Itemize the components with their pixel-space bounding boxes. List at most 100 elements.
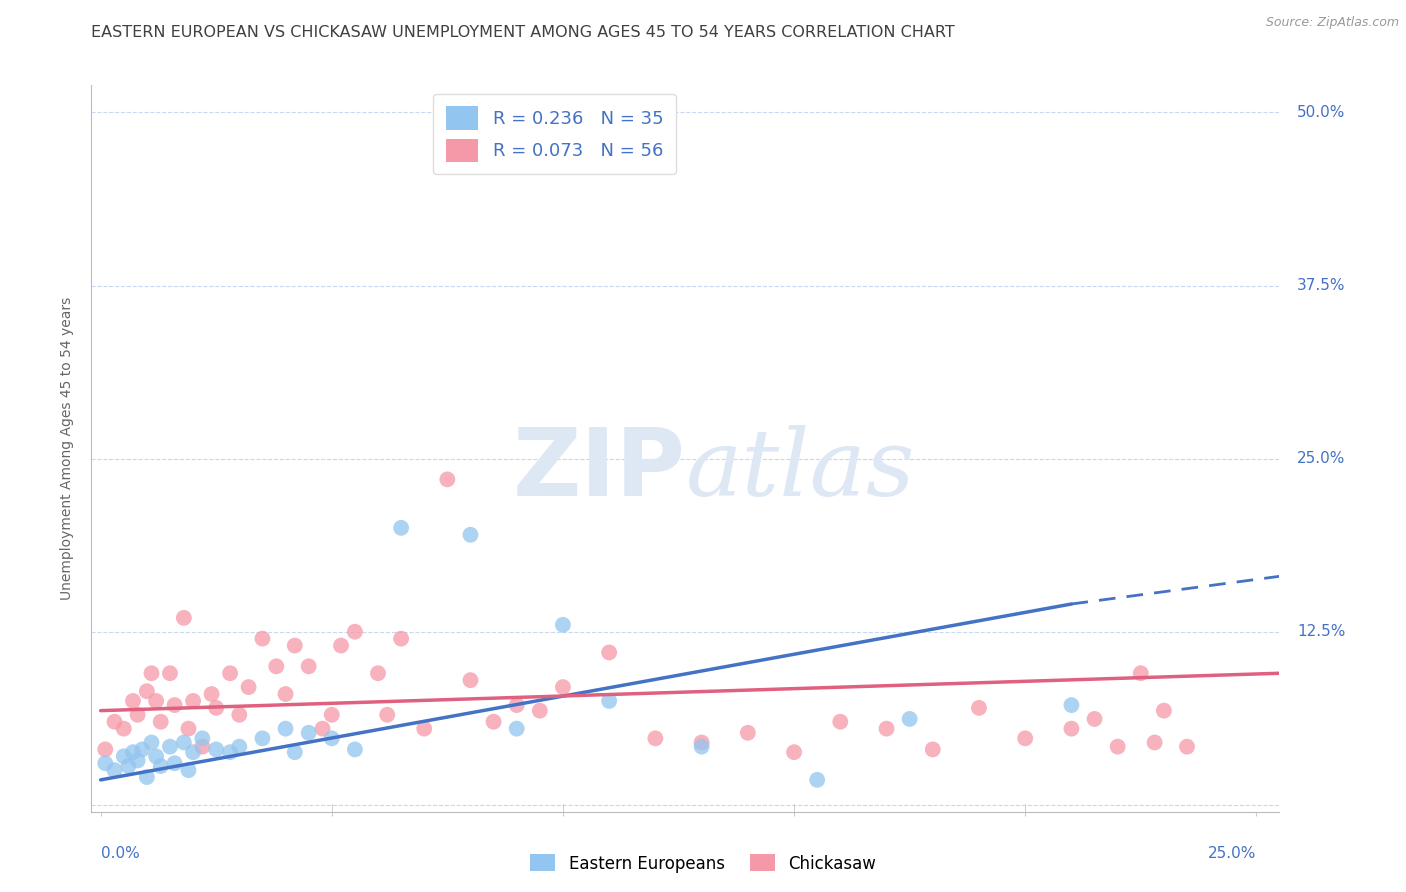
Point [967, 701, 990, 715]
Text: Source: ZipAtlas.com: Source: ZipAtlas.com [1265, 15, 1399, 29]
Point [551, 617, 574, 632]
Point [173, 611, 195, 625]
Point [163, 756, 186, 771]
Point [551, 680, 574, 694]
Point [1060, 722, 1083, 736]
Legend: R = 0.236   N = 35, R = 0.073   N = 56: R = 0.236 N = 35, R = 0.073 N = 56 [433, 94, 676, 175]
Point [1083, 712, 1105, 726]
Point [238, 680, 260, 694]
Point [830, 714, 852, 729]
Text: 50.0%: 50.0% [1298, 105, 1346, 120]
Point [389, 521, 412, 535]
Point [266, 659, 288, 673]
Point [598, 645, 620, 659]
Point [482, 714, 505, 729]
Point [1129, 666, 1152, 681]
Point [783, 745, 806, 759]
Point [321, 731, 343, 746]
Point [413, 722, 436, 736]
Point [200, 687, 222, 701]
Point [163, 698, 186, 712]
Point [205, 701, 228, 715]
Text: 12.5%: 12.5% [1298, 624, 1346, 640]
Point [1014, 731, 1036, 746]
Text: 25.0%: 25.0% [1298, 451, 1346, 467]
Point [598, 694, 620, 708]
Point [330, 639, 353, 653]
Text: 37.5%: 37.5% [1298, 278, 1346, 293]
Point [112, 722, 135, 736]
Point [159, 739, 181, 754]
Point [228, 707, 250, 722]
Point [460, 528, 482, 542]
Point [876, 722, 898, 736]
Point [135, 684, 157, 698]
Point [131, 742, 153, 756]
Point [149, 759, 172, 773]
Point [737, 726, 759, 740]
Point [149, 714, 172, 729]
Point [274, 722, 297, 736]
Point [274, 687, 297, 701]
Point [505, 698, 527, 712]
Point [127, 707, 149, 722]
Point [94, 742, 117, 756]
Point [252, 731, 274, 746]
Point [1143, 735, 1166, 749]
Point [205, 742, 228, 756]
Point [141, 735, 163, 749]
Point [298, 726, 321, 740]
Point [367, 666, 389, 681]
Text: ZIP: ZIP [513, 424, 685, 516]
Point [284, 745, 307, 759]
Point [1153, 704, 1175, 718]
Point [690, 735, 713, 749]
Point [1175, 739, 1198, 754]
Point [122, 745, 145, 759]
Point [112, 749, 135, 764]
Point [505, 722, 527, 736]
Point [375, 707, 398, 722]
Point [177, 763, 200, 777]
Point [127, 754, 149, 768]
Point [252, 632, 274, 646]
Point [343, 624, 366, 639]
Point [690, 739, 713, 754]
Point [311, 722, 333, 736]
Point [181, 745, 204, 759]
Y-axis label: Unemployment Among Ages 45 to 54 years: Unemployment Among Ages 45 to 54 years [60, 297, 75, 599]
Point [529, 704, 551, 718]
Point [135, 770, 157, 784]
Point [1060, 698, 1083, 712]
Point [173, 735, 195, 749]
Point [460, 673, 482, 688]
Point [141, 666, 163, 681]
Point [122, 694, 145, 708]
Point [298, 659, 321, 673]
Legend: Eastern Europeans, Chickasaw: Eastern Europeans, Chickasaw [523, 847, 883, 880]
Text: 0.0%: 0.0% [101, 847, 139, 862]
Point [191, 739, 214, 754]
Point [389, 632, 412, 646]
Point [644, 731, 666, 746]
Point [219, 666, 242, 681]
Point [145, 749, 167, 764]
Point [284, 639, 307, 653]
Point [117, 759, 139, 773]
Point [94, 756, 117, 771]
Point [103, 763, 125, 777]
Text: EASTERN EUROPEAN VS CHICKASAW UNEMPLOYMENT AMONG AGES 45 TO 54 YEARS CORRELATION: EASTERN EUROPEAN VS CHICKASAW UNEMPLOYME… [91, 25, 955, 40]
Point [159, 666, 181, 681]
Point [898, 712, 921, 726]
Point [436, 472, 458, 486]
Point [321, 707, 343, 722]
Text: atlas: atlas [685, 425, 915, 515]
Point [921, 742, 943, 756]
Point [145, 694, 167, 708]
Point [103, 714, 125, 729]
Point [1107, 739, 1129, 754]
Point [191, 731, 214, 746]
Point [219, 745, 242, 759]
Point [228, 739, 250, 754]
Point [177, 722, 200, 736]
